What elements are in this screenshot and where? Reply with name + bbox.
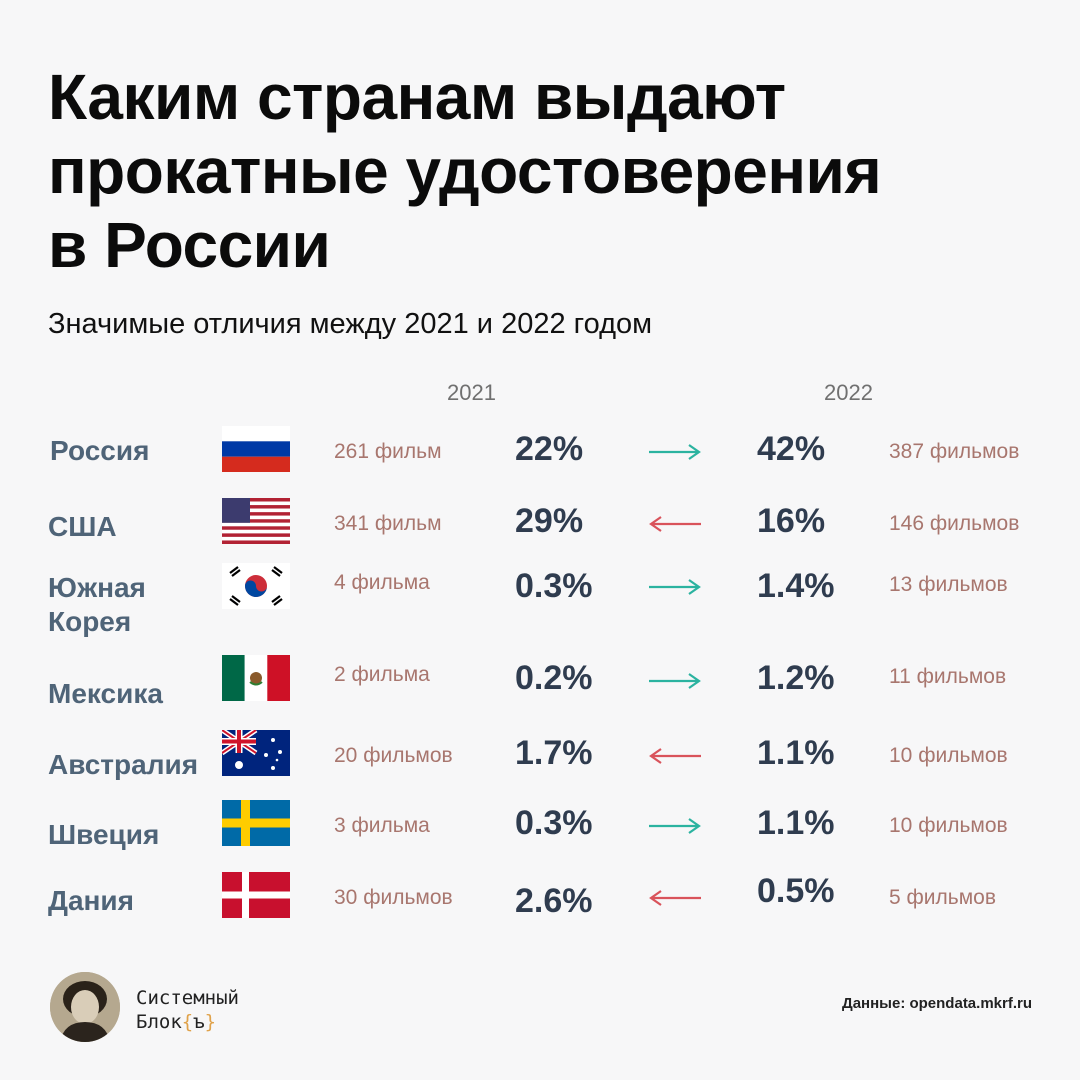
percent-2022: 0.5% xyxy=(757,872,835,910)
brand-brace-close: } xyxy=(204,1011,217,1033)
percent-2021: 0.2% xyxy=(515,659,593,697)
arrow-right-icon xyxy=(645,442,705,462)
table-row: США 341 фильм 29% 16% 146 фильмов xyxy=(0,498,1080,568)
percent-2022: 1.1% xyxy=(757,804,835,842)
films-2022: 10 фильмов xyxy=(889,814,1008,837)
table-row: Россия 261 фильм 22% 42% 387 фильмов xyxy=(0,426,1080,496)
denmark-flag xyxy=(222,872,290,918)
percent-2021: 0.3% xyxy=(515,567,593,605)
country-label: Россия xyxy=(50,435,150,466)
column-header-2021: 2021 xyxy=(447,380,496,405)
arrow-right-icon xyxy=(645,816,705,836)
chart-subtitle: Значимые отличия между 2021 и 2022 годом xyxy=(48,308,653,340)
title-line-1: Каким странам выдают xyxy=(48,61,786,133)
brand-line-2-mid: ъ xyxy=(193,1011,205,1033)
title-line-2: прокатные удостоверения xyxy=(48,135,882,207)
films-2022: 11 фильмов xyxy=(889,665,1007,688)
brand-brace-open: { xyxy=(181,1011,194,1033)
usa-flag xyxy=(222,498,290,544)
films-2022: 5 фильмов xyxy=(889,886,996,909)
percent-2021: 29% xyxy=(515,502,584,540)
films-2021: 3 фильма xyxy=(334,814,430,837)
arrow-left-icon xyxy=(645,514,705,534)
country-label: США xyxy=(48,511,117,542)
percent-2021: 2.6% xyxy=(515,882,593,920)
russia-flag xyxy=(222,426,290,472)
chart-title: Каким странам выдают прокатные удостовер… xyxy=(48,60,1008,282)
title-line-3: в России xyxy=(48,209,331,281)
percent-2021: 0.3% xyxy=(515,804,593,842)
table-row: Швеция 3 фильма 0.3% 1.1% 10 фильмов xyxy=(0,800,1080,870)
films-2022: 387 фильмов xyxy=(889,440,1020,463)
films-2021: 2 фильма xyxy=(334,663,430,686)
arrow-right-icon xyxy=(645,671,705,691)
brand-line-1: Системный xyxy=(136,987,239,1009)
brand-logo: Системный Блок{ъ} xyxy=(136,986,239,1034)
percent-2022: 1.2% xyxy=(757,659,835,697)
arrow-left-icon xyxy=(645,888,705,908)
data-source: Данные: opendata.mkrf.ru xyxy=(842,995,1032,1012)
percent-2021: 1.7% xyxy=(515,734,593,772)
percent-2022: 1.1% xyxy=(757,734,835,772)
country-label: Дания xyxy=(48,885,134,916)
films-2022: 146 фильмов xyxy=(889,512,1020,535)
country-label: Австралия xyxy=(48,749,199,780)
country-label: Мексика xyxy=(48,678,163,709)
table-row: Южная Корея 4 фильма 0.3% 1.4% 13 фильмов xyxy=(0,563,1080,637)
south-korea-flag xyxy=(222,563,290,609)
films-2021: 30 фильмов xyxy=(334,886,453,909)
table-row: Мексика 2 фильма 0.2% 1.2% 11 фильмов xyxy=(0,655,1080,725)
brand-line-2-prefix: Блок xyxy=(136,1011,182,1033)
mexico-flag xyxy=(222,655,290,701)
australia-flag xyxy=(222,730,290,776)
percent-2022: 16% xyxy=(757,502,826,540)
films-2021: 261 фильм xyxy=(334,440,442,463)
films-2021: 341 фильм xyxy=(334,512,442,535)
country-label: Южная Корея xyxy=(48,572,146,637)
arrow-left-icon xyxy=(645,746,705,766)
sweden-flag xyxy=(222,800,290,846)
percent-2022: 42% xyxy=(757,430,826,468)
brand-avatar xyxy=(50,972,120,1042)
country-label: Швеция xyxy=(48,819,160,850)
table-row: Австралия 20 фильмов 1.7% 1.1% 10 фильмов xyxy=(0,730,1080,800)
films-2022: 10 фильмов xyxy=(889,744,1008,767)
column-header-2022: 2022 xyxy=(824,380,873,405)
films-2021: 4 фильма xyxy=(334,571,430,594)
arrow-right-icon xyxy=(645,577,705,597)
films-2022: 13 фильмов xyxy=(889,573,1008,596)
brand-line-2: Блок{ъ} xyxy=(136,1010,239,1034)
films-2021: 20 фильмов xyxy=(334,744,453,767)
table-row: Дания 30 фильмов 2.6% 0.5% 5 фильмов xyxy=(0,872,1080,942)
percent-2022: 1.4% xyxy=(757,567,835,605)
percent-2021: 22% xyxy=(515,430,584,468)
